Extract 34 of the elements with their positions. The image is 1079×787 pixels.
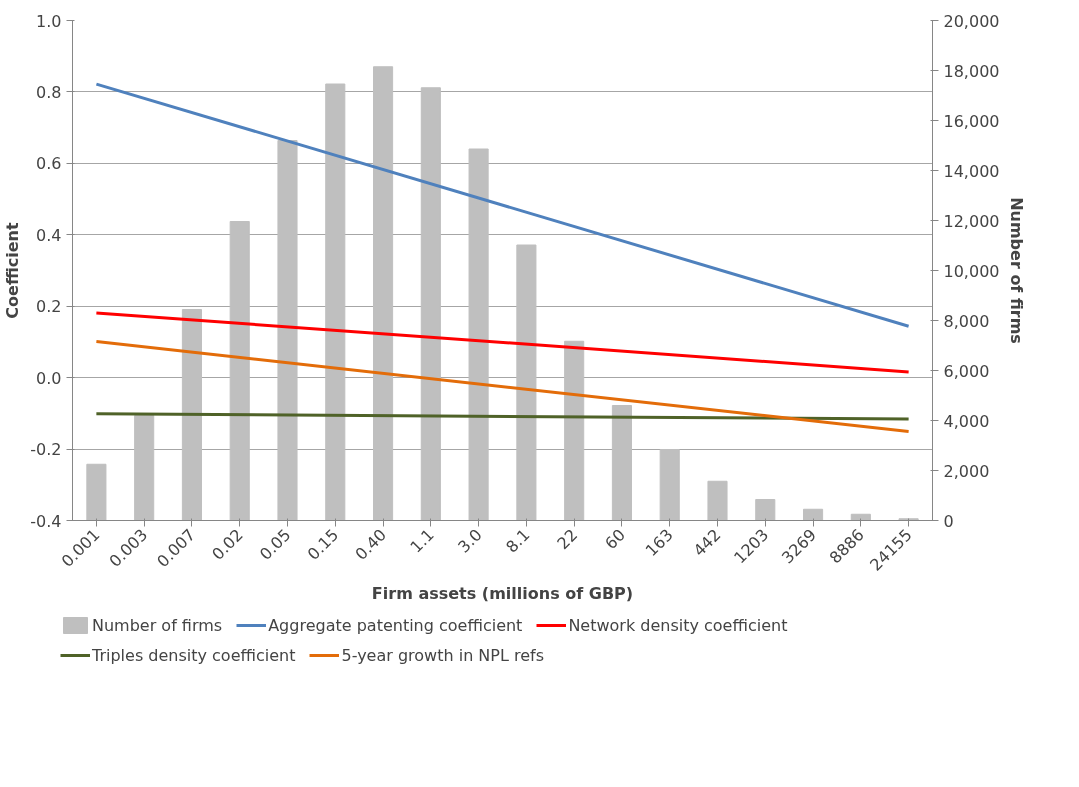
y-tick-label: 0.4 (36, 225, 62, 245)
legend-label: Network density coefficient (568, 615, 788, 635)
y-tick-label: 0.2 (36, 297, 62, 317)
x-tick-label: 8.1 (502, 525, 534, 557)
legend-label: 5-year growth in NPL refs (341, 645, 545, 665)
y2-tick-label: 10,000 (943, 261, 1000, 281)
legend-label: Number of firms (92, 615, 223, 635)
y-tick-label: 0.6 (36, 154, 62, 174)
x-tick-label: 1.1 (406, 525, 438, 557)
y-tick-label: -0.2 (30, 440, 62, 460)
y2-tick-label: 14,000 (943, 161, 1000, 181)
y2-axis-title: Number of firms (1007, 197, 1027, 344)
x-tick-label: 3.0 (454, 525, 486, 557)
y2-tick-label: 20,000 (943, 11, 1000, 31)
legend-label: Aggregate patenting coefficient (268, 615, 523, 635)
y-tick-label: 1.0 (36, 11, 62, 31)
x-tick-label: 60 (601, 525, 630, 553)
y2-tick-label: 4,000 (943, 411, 990, 431)
y2-tick-label: 16,000 (943, 111, 1000, 131)
y-tick-label: 0.0 (36, 368, 62, 388)
y-axis-title: Coefficient (3, 222, 23, 319)
legend-label: Triples density coefficient (92, 645, 296, 665)
y2-tick-label: 2,000 (943, 461, 990, 481)
x-tick-label: 163 (641, 525, 677, 561)
y2-tick-label: 6,000 (943, 361, 990, 381)
x-tick-label: 22 (553, 525, 582, 553)
y2-tick-label: 18,000 (943, 61, 1000, 81)
y2-tick-label: 0 (943, 511, 954, 531)
y2-tick-label: 12,000 (943, 211, 1000, 231)
x-tick-label: 442 (689, 525, 725, 561)
y-tick-label: 0.8 (36, 82, 62, 102)
y-tick-label: -0.4 (30, 511, 62, 531)
y2-tick-label: 8,000 (943, 311, 990, 331)
x-axis-title: Firm assets (millions of GBP) (371, 583, 634, 603)
